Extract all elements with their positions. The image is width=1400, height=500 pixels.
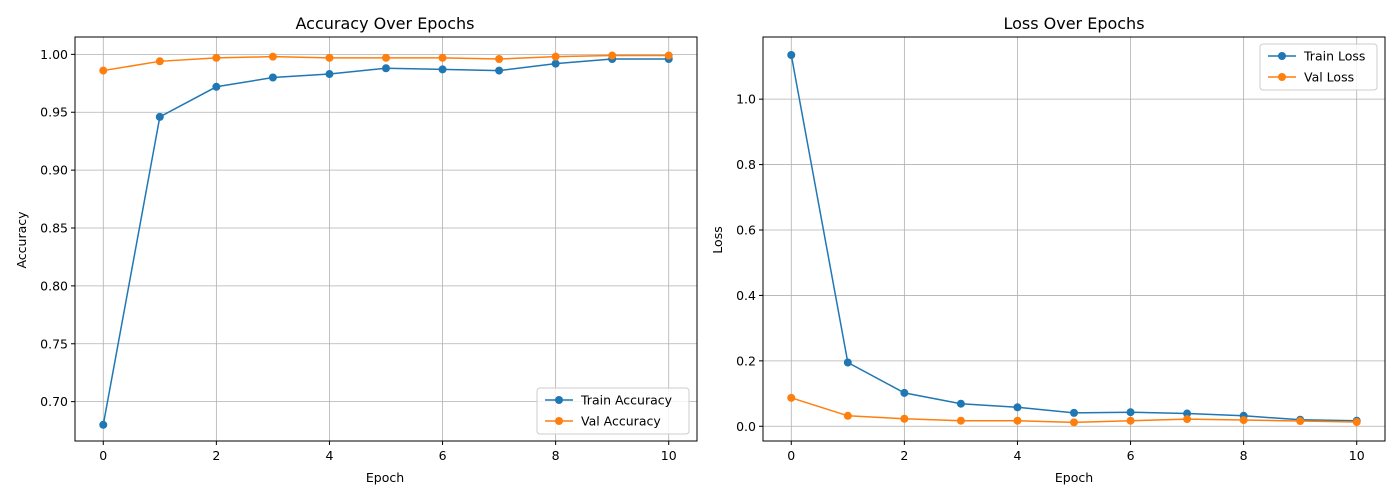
loss-chart: Loss Over Epochs Epoch Loss 0 2 4 6 8 10 0.0 0.… — [710, 14, 1386, 485]
loss-x-tick-label: 0 — [787, 448, 795, 463]
train-loss-legend-label: Train Loss — [1303, 49, 1365, 64]
val-accuracy-point — [438, 53, 447, 62]
accuracy-x-tick-label: 6 — [439, 448, 447, 463]
loss-x-tick-label: 4 — [1013, 448, 1021, 463]
val-accuracy-point — [325, 53, 334, 62]
val-loss-point — [1239, 416, 1248, 425]
val-loss-point — [900, 414, 909, 423]
train-loss-point — [1070, 408, 1078, 417]
val-accuracy-point — [268, 52, 277, 61]
train-accuracy-point — [99, 420, 108, 429]
loss-plot-frame — [762, 36, 1386, 442]
accuracy-chart-title: Accuracy Over Epochs — [295, 14, 474, 33]
val-loss-point — [956, 416, 965, 425]
train-accuracy-point — [495, 66, 504, 75]
val-loss-legend-marker — [1278, 73, 1286, 81]
train-loss-legend-marker — [1278, 52, 1286, 60]
val-loss-point — [1296, 417, 1305, 426]
train-accuracy-point — [438, 65, 447, 74]
loss-y-tick-label: 0.8 — [736, 157, 756, 172]
loss-y-tick-label: 0.4 — [736, 288, 756, 303]
accuracy-x-tick-label: 10 — [661, 448, 677, 463]
loss-y-tick-label: 1.0 — [736, 92, 756, 107]
val-accuracy-point — [212, 53, 221, 62]
val-loss-point — [1013, 416, 1022, 425]
val-accuracy-point — [382, 53, 390, 62]
accuracy-x-tick-label: 2 — [212, 448, 220, 463]
train-accuracy-legend-label: Train Accuracy — [580, 393, 673, 408]
accuracy-x-tick-label: 8 — [552, 448, 560, 463]
val-loss-point — [843, 411, 852, 420]
train-loss-point — [1183, 409, 1192, 418]
accuracy-x-axis-label: Epoch — [366, 470, 404, 485]
val-accuracy-point — [551, 52, 560, 61]
train-accuracy-point — [155, 112, 164, 121]
loss-y-axis-label: Loss — [710, 226, 725, 253]
train-accuracy-legend-marker — [555, 396, 563, 404]
accuracy-x-tick-label: 0 — [99, 448, 107, 463]
train-accuracy-point — [382, 64, 390, 73]
accuracy-legend-box — [536, 387, 690, 435]
accuracy-chart: Accuracy Over Epochs Epoch Accuracy 0 2 4 6… — [14, 14, 698, 485]
val-accuracy-point — [608, 51, 617, 60]
loss-y-tick-label: 0.6 — [736, 223, 756, 238]
accuracy-plot-frame — [74, 36, 698, 442]
train-accuracy-point — [268, 73, 277, 82]
train-loss-point — [843, 358, 852, 367]
loss-x-tick-label: 2 — [900, 448, 908, 463]
val-loss-point — [1183, 415, 1192, 424]
loss-x-tick-label: 10 — [1349, 448, 1365, 463]
val-accuracy-point — [99, 66, 108, 75]
val-accuracy-legend-marker — [555, 417, 563, 425]
val-loss-point — [787, 393, 796, 402]
accuracy-y-tick-label: 1.00 — [40, 47, 68, 62]
accuracy-y-tick-label: 0.75 — [40, 336, 68, 351]
val-loss-point — [1352, 418, 1361, 427]
accuracy-legend: Train Accuracy Val Accuracy — [536, 387, 690, 435]
accuracy-y-axis-label: Accuracy — [14, 211, 29, 269]
loss-legend: Train Loss Val Loss — [1259, 43, 1378, 91]
val-loss-legend-label: Val Loss — [1304, 70, 1354, 85]
train-loss-point — [1126, 408, 1135, 417]
loss-y-tick-label: 0.2 — [736, 353, 756, 368]
val-accuracy-point — [664, 51, 673, 60]
train-loss-point — [1013, 403, 1022, 412]
accuracy-x-tick-label: 4 — [325, 448, 333, 463]
accuracy-y-tick-label: 0.95 — [40, 105, 68, 120]
train-accuracy-point — [212, 82, 221, 91]
accuracy-y-tick-label: 0.90 — [40, 163, 68, 178]
loss-x-axis-label: Epoch — [1055, 470, 1093, 485]
val-accuracy-point — [155, 57, 164, 66]
loss-chart-title: Loss Over Epochs — [1003, 14, 1144, 33]
train-loss-point — [900, 388, 909, 397]
accuracy-y-tick-label: 0.80 — [40, 278, 68, 293]
train-loss-point — [956, 399, 965, 408]
val-accuracy-legend-label: Val Accuracy — [581, 414, 661, 429]
val-loss-point — [1126, 416, 1135, 425]
train-loss-point — [787, 50, 796, 59]
accuracy-y-tick-label: 0.70 — [40, 394, 68, 409]
loss-y-tick-label: 0.0 — [736, 419, 756, 434]
accuracy-y-tick-label: 0.85 — [40, 221, 68, 236]
train-accuracy-point — [551, 59, 560, 68]
loss-x-tick-label: 8 — [1240, 448, 1248, 463]
val-accuracy-point — [495, 54, 504, 63]
train-accuracy-point — [325, 70, 334, 79]
loss-x-tick-label: 6 — [1127, 448, 1135, 463]
val-loss-point — [1070, 418, 1078, 427]
